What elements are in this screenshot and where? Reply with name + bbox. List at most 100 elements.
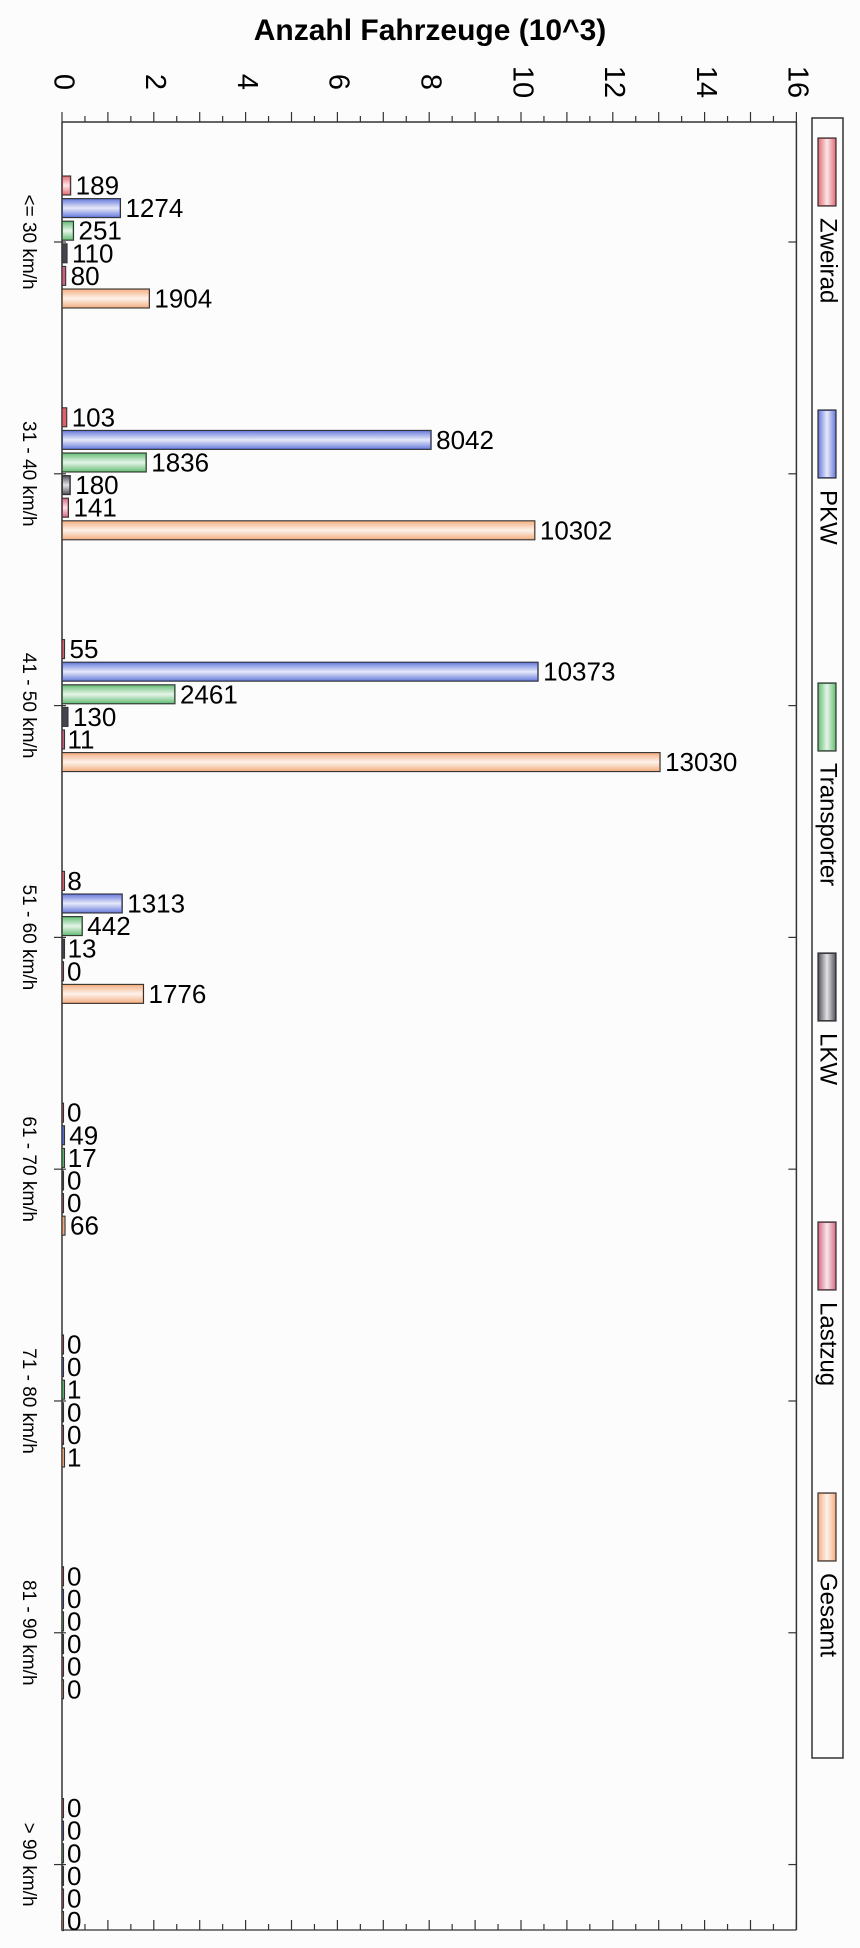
bar-lastzug: [61, 1193, 65, 1214]
legend-swatch-highlight: [819, 139, 835, 205]
data-label: 0: [67, 956, 81, 986]
category-label: <= 30 km/h: [18, 194, 39, 289]
bar-lkw: [61, 243, 68, 264]
data-label: 1904: [154, 284, 212, 314]
bar-transporter: [61, 1379, 66, 1400]
bar-lastzug: [61, 265, 67, 286]
data-label: 0: [67, 1652, 81, 1682]
chart-title: Anzahl Fahrzeuge (10^3): [254, 14, 607, 47]
bar-lkw: [61, 938, 66, 959]
legend-swatch-highlight: [819, 1494, 835, 1560]
data-label: 110: [72, 238, 113, 268]
bar-zweirad: [61, 1566, 65, 1587]
bar-highlight: [63, 985, 143, 1003]
legend-swatch-highlight: [819, 1223, 835, 1289]
data-label: 0: [67, 1629, 81, 1659]
data-label: 0: [67, 1561, 81, 1591]
value-tick-label: 12: [598, 66, 630, 98]
legend-label: Gesamt: [815, 1573, 842, 1657]
data-label: 130: [73, 702, 116, 732]
data-labels: 1891035580000127480421037313134900025118…: [67, 171, 737, 1937]
data-label: 13: [68, 934, 97, 964]
bar-highlight: [63, 499, 68, 517]
bar-gesamt: [61, 1911, 65, 1932]
bar-pkw: [61, 1588, 65, 1609]
bar-lastzug: [61, 1656, 65, 1677]
value-tick-label: 6: [323, 74, 355, 90]
bar-lastzug: [61, 729, 66, 750]
data-label: 17: [68, 1143, 97, 1173]
data-label: 10302: [540, 515, 612, 545]
bar-lastzug: [61, 1888, 65, 1909]
data-label: 10373: [543, 657, 615, 687]
bar-lastzug: [61, 1424, 65, 1445]
legend-label: LKW: [815, 1033, 842, 1085]
data-label: 66: [70, 1211, 99, 1241]
data-label: 1776: [149, 979, 207, 1009]
bar-highlight: [63, 753, 660, 771]
legend: Zweirad PKW Transporter LKW Lastzug Gesamt: [811, 117, 844, 1759]
bar-highlight: [63, 521, 534, 539]
category-label: 61 - 70 km/h: [18, 1116, 39, 1222]
bar-highlight: [63, 476, 70, 494]
legend-swatch-highlight: [819, 411, 835, 477]
legend-swatch-highlight: [819, 684, 835, 750]
category-label: 51 - 60 km/h: [18, 885, 39, 991]
data-label: 49: [69, 1120, 98, 1150]
data-label: 1274: [125, 193, 183, 223]
data-label: 0: [67, 1606, 81, 1636]
bar-zweirad: [61, 639, 66, 660]
bar-highlight: [63, 222, 73, 240]
data-label: 189: [76, 171, 119, 201]
data-label: 2461: [180, 679, 238, 709]
data-label: 0: [67, 1861, 81, 1891]
legend-label: PKW: [815, 490, 842, 545]
legend-label: Transporter: [815, 763, 842, 886]
category-label: 71 - 80 km/h: [18, 1348, 39, 1454]
bar-gesamt: [61, 1215, 66, 1236]
bar-lkw: [61, 706, 69, 727]
data-label: 0: [67, 1329, 81, 1359]
bar-highlight: [63, 453, 146, 471]
bar-highlight: [63, 290, 149, 307]
data-label: 11: [68, 724, 95, 754]
data-label: 180: [75, 470, 118, 500]
data-label: 1: [67, 1375, 81, 1405]
category-label: 31 - 40 km/h: [18, 421, 39, 527]
data-label: 8: [67, 866, 81, 896]
data-label: 251: [79, 216, 122, 246]
bar-lastzug: [61, 961, 65, 982]
category-label: 41 - 50 km/h: [18, 653, 39, 759]
bar-highlight: [63, 199, 120, 217]
bar-zweirad: [61, 870, 66, 891]
category-label: > 90 km/h: [18, 1823, 39, 1907]
data-label: 0: [67, 1352, 81, 1382]
bar-zweirad: [61, 407, 68, 428]
data-label: 0: [67, 1906, 81, 1936]
value-tick-label: 2: [139, 74, 171, 90]
bars: [61, 175, 661, 1932]
bar-highlight: [63, 177, 70, 194]
bar-lkw: [61, 1402, 65, 1423]
bar-lkw: [61, 1865, 65, 1886]
data-label: 0: [67, 1188, 81, 1218]
bar-pkw: [61, 1357, 65, 1378]
data-label: 0: [67, 1883, 81, 1913]
data-label: 0: [67, 1793, 81, 1823]
data-label: 8042: [436, 425, 494, 455]
data-label: 0: [67, 1838, 81, 1868]
bar-zweirad: [61, 1798, 65, 1819]
data-label: 103: [72, 402, 115, 432]
value-tick-label: 16: [782, 66, 814, 98]
bar-highlight: [63, 917, 82, 935]
data-label: 80: [71, 261, 100, 291]
data-label: 0: [67, 1420, 81, 1450]
bar-transporter: [61, 1611, 65, 1632]
value-tick-label: 14: [690, 66, 722, 98]
data-label: 141: [73, 493, 116, 523]
axes: 0 2 4 6 8 10 12 14 16<= 30 km/h31 - 40 km/h41 - …: [18, 66, 814, 1931]
legend-label: Lastzug: [815, 1302, 842, 1386]
bar-highlight: [63, 685, 174, 703]
bar-lkw: [61, 1170, 65, 1191]
